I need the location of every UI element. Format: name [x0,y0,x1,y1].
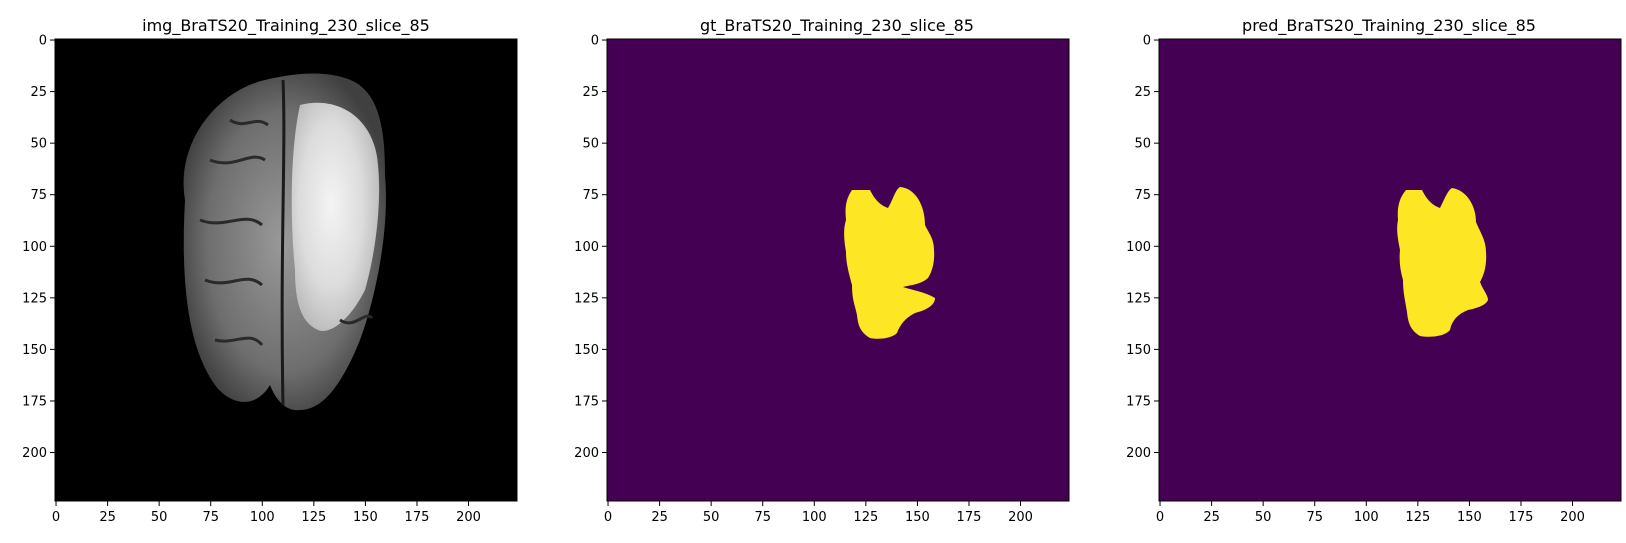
brain-scan-image [183,73,386,411]
y-tick-label: 200 [574,446,599,461]
y-tick-label: 0 [39,34,47,49]
y-tick-label: 50 [30,137,47,152]
x-tick-label: 175 [1509,510,1534,525]
panel-prediction: pred_BraTS20_Training_230_slice_85 [1159,16,1621,501]
panel-image: img_BraTS20_Training_230_slice_85 [55,16,517,501]
panel-ground-truth: gt_BraTS20_Training_230_slice_85 [607,16,1069,501]
panel-title: gt_BraTS20_Training_230_slice_85 [700,16,974,36]
y-tick-label: 25 [582,85,599,100]
axes-panel-0: 0 25 50 75 100 125 150 175 200 0 25 50 75 100 125 150 17… [22,34,518,525]
y-tick-label: 125 [22,291,47,306]
x-tick-label: 150 [1457,510,1482,525]
x-tick-label: 125 [853,510,878,525]
y-tick-label: 100 [574,240,599,255]
y-tick-label: 125 [1126,291,1151,306]
x-tick-label: 0 [52,510,60,525]
x-tick-label: 150 [353,510,378,525]
x-tick-label: 100 [1354,510,1379,525]
y-tick-label: 100 [1126,240,1151,255]
x-tick-label: 100 [250,510,275,525]
x-tick-label: 75 [754,510,771,525]
panel-title: img_BraTS20_Training_230_slice_85 [142,16,430,36]
x-tick-label: 0 [1156,510,1164,525]
y-tick-label: 200 [1126,446,1151,461]
y-tick-label: 100 [22,240,47,255]
axes-panel-1: 0 25 50 75 100 125 150 175 200 0 25 50 75 100 125 150 17… [574,34,1070,525]
axes-layer: 0 25 50 75 100 125 150 175 200 0 25 50 75 100 125 150 17… [22,34,1622,525]
y-tick-label: 0 [1143,34,1151,49]
y-tick-label: 175 [22,394,47,409]
ground-truth-tumor-region [844,187,935,339]
mask-area [607,39,1069,501]
x-tick-label: 200 [1560,510,1585,525]
y-tick-label: 150 [574,343,599,358]
x-tick-label: 75 [1306,510,1323,525]
y-tick-label: 75 [30,188,47,203]
y-tick-label: 25 [1134,85,1151,100]
x-tick-label: 75 [202,510,219,525]
y-tick-label: 175 [574,394,599,409]
x-tick-label: 175 [405,510,430,525]
y-tick-label: 150 [22,343,47,358]
y-tick-label: 200 [22,446,47,461]
y-tick-label: 50 [582,137,599,152]
x-tick-label: 25 [1203,510,1220,525]
x-tick-label: 125 [301,510,326,525]
prediction-tumor-region [1397,188,1488,337]
y-tick-label: 150 [1126,343,1151,358]
y-tick-label: 75 [1134,188,1151,203]
x-tick-label: 25 [99,510,116,525]
y-tick-label: 125 [574,291,599,306]
x-tick-label: 125 [1405,510,1430,525]
axes-panel-2: 0 25 50 75 100 125 150 175 200 0 25 50 75 100 125 150 17… [1126,34,1622,525]
panel-title: pred_BraTS20_Training_230_slice_85 [1242,16,1536,36]
axes-frame [1158,38,1622,502]
x-tick-label: 50 [151,510,168,525]
y-tick-label: 25 [30,85,47,100]
x-tick-label: 200 [456,510,481,525]
x-tick-label: 25 [651,510,668,525]
y-tick-label: 175 [1126,394,1151,409]
y-tick-label: 50 [1134,137,1151,152]
axes-frame [54,38,518,502]
x-tick-label: 0 [604,510,612,525]
axes-frame [606,38,1070,502]
x-tick-label: 175 [957,510,982,525]
x-tick-label: 150 [905,510,930,525]
y-tick-label: 75 [582,188,599,203]
y-tick-label: 0 [591,34,599,49]
x-tick-label: 100 [802,510,827,525]
x-tick-label: 200 [1008,510,1033,525]
x-tick-label: 50 [1255,510,1272,525]
x-tick-label: 50 [703,510,720,525]
mask-area [1159,39,1621,501]
